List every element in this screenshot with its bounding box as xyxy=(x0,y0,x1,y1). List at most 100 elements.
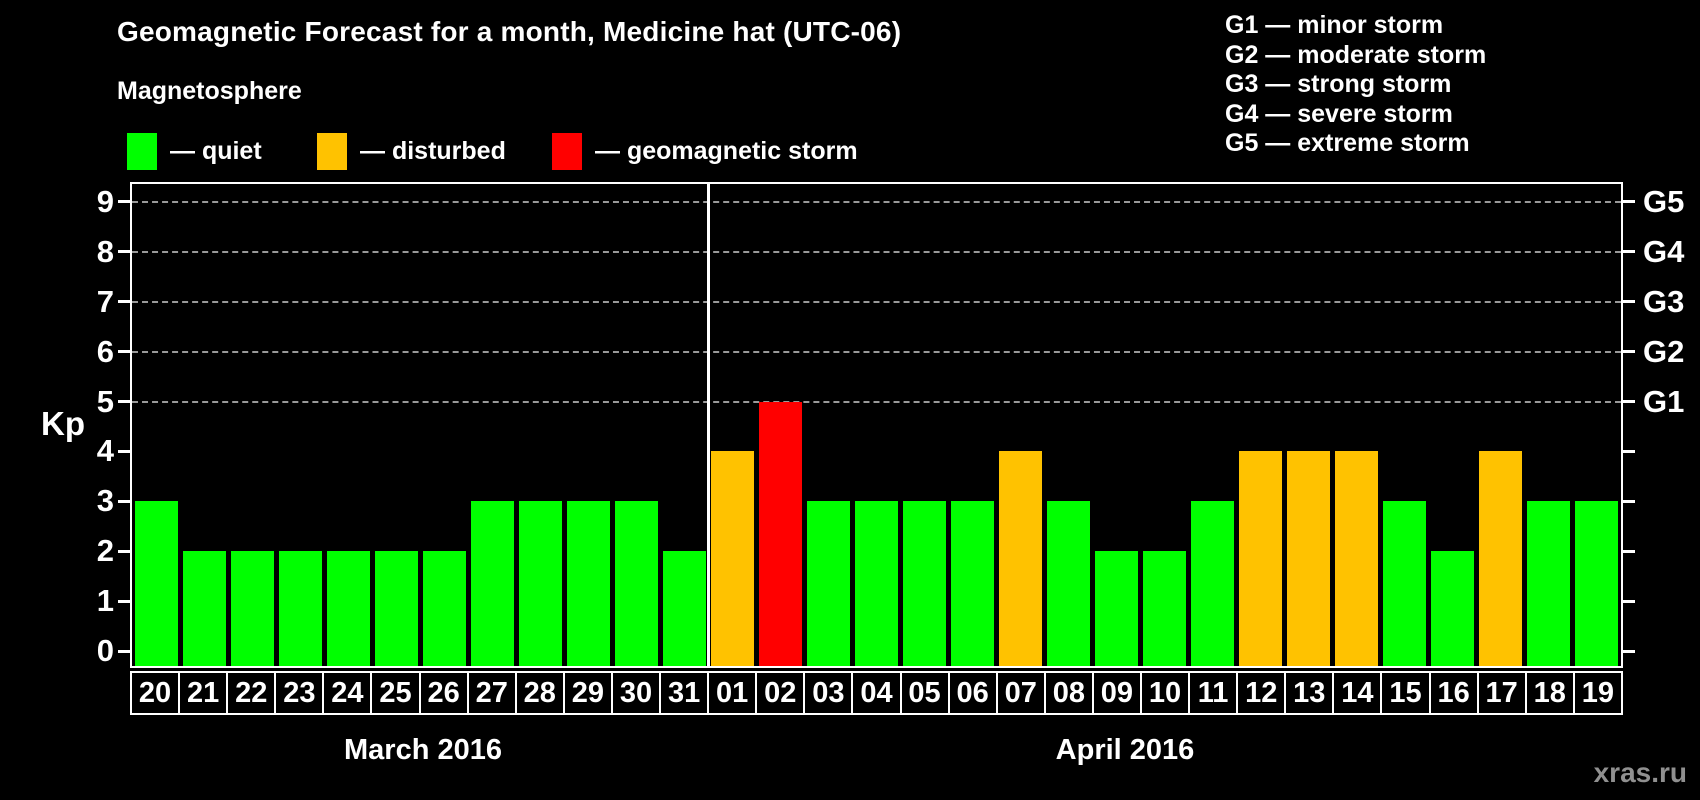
day-label-09-april: 09 xyxy=(1091,673,1140,713)
g5-legend-line: G5 — extreme storm xyxy=(1225,129,1470,158)
month-label-march: March 2016 xyxy=(344,734,502,766)
kp-bar-day-12-april xyxy=(1239,451,1283,666)
storm-color-swatch xyxy=(552,132,582,170)
left-axis-tick-4 xyxy=(118,449,130,453)
legend-item-storm: — geomagnetic storm xyxy=(552,132,858,170)
gridline-kp6 xyxy=(132,350,1621,353)
left-axis-tick-3 xyxy=(118,499,130,503)
kp-bar-day-10-april xyxy=(1143,551,1187,666)
kp-bar-day-24-march xyxy=(326,551,370,666)
day-label-25-march: 25 xyxy=(370,673,418,713)
kp-bar-day-28-march xyxy=(518,501,562,666)
kp-bar-day-19-april xyxy=(1575,501,1619,666)
gridline-kp7 xyxy=(132,300,1621,303)
day-label-02-april: 02 xyxy=(755,673,803,713)
legend-item-disturbed: — disturbed xyxy=(317,132,506,170)
kp-bar-day-14-april xyxy=(1335,451,1379,666)
gridline-kp5 xyxy=(132,400,1621,403)
gridline-kp8 xyxy=(132,250,1621,253)
y-tick-label-8: 8 xyxy=(96,233,114,269)
day-label-16-april: 16 xyxy=(1428,673,1477,713)
y-tick-label-6: 6 xyxy=(96,333,114,369)
kp-bar-day-23-march xyxy=(278,551,322,666)
right-axis-tick-7 xyxy=(1623,300,1635,304)
watermark: xras.ru xyxy=(1593,757,1687,788)
y-tick-label-1: 1 xyxy=(96,583,114,619)
left-axis-tick-8 xyxy=(118,250,130,254)
kp-bar-day-17-april xyxy=(1479,451,1523,666)
day-label-22-march: 22 xyxy=(226,673,274,713)
kp-bar-day-05-april xyxy=(903,501,947,666)
magnetosphere-label: Magnetosphere xyxy=(117,77,302,105)
day-axis: 20 21 22 23 24 25 26 27 28 29 30 31 01 02 03 04 05 06 07 08… xyxy=(130,671,1623,715)
g-axis-label-g2: G2 xyxy=(1643,333,1685,369)
quiet-color-swatch xyxy=(127,132,157,170)
kp-bar-day-01-april xyxy=(710,451,754,666)
day-label-19-april: 19 xyxy=(1572,673,1621,713)
right-axis-tick-0 xyxy=(1623,649,1635,653)
kp-bar-day-15-april xyxy=(1383,501,1427,666)
day-label-31-march: 31 xyxy=(659,673,707,713)
kp-bar-day-07-april xyxy=(999,451,1043,666)
left-axis-tick-9 xyxy=(118,200,130,204)
kp-bar-day-16-april xyxy=(1431,551,1475,666)
plot-area xyxy=(130,182,1623,668)
y-tick-label-4: 4 xyxy=(96,433,114,469)
day-label-29-march: 29 xyxy=(562,673,611,713)
gridline-kp9 xyxy=(132,200,1621,203)
storm-scale-legend: G1 — minor storm G2 — moderate storm G3 … xyxy=(1225,11,1486,159)
kp-bar-day-29-march xyxy=(566,501,610,666)
day-label-13-april: 13 xyxy=(1284,673,1332,713)
y-tick-label-5: 5 xyxy=(96,383,114,419)
disturbed-color-swatch xyxy=(317,132,347,170)
y-tick-label-7: 7 xyxy=(96,283,114,319)
right-axis-tick-3 xyxy=(1623,499,1635,503)
day-label-08-april: 08 xyxy=(1043,673,1092,713)
g2-legend-line: G2 — moderate storm xyxy=(1225,40,1487,69)
left-axis-tick-0 xyxy=(118,649,130,653)
g-axis-label-g4: G4 xyxy=(1643,233,1685,269)
g1-legend-line: G1 — minor storm xyxy=(1225,11,1444,39)
g-axis-label-g3: G3 xyxy=(1643,283,1685,319)
g3-legend-line: G3 — strong storm xyxy=(1225,70,1452,99)
kp-bar-day-22-march xyxy=(230,551,274,666)
day-label-24-march: 24 xyxy=(322,673,370,713)
left-axis-tick-7 xyxy=(118,300,130,304)
kp-bar-day-04-april xyxy=(854,501,898,666)
day-label-04-april: 04 xyxy=(851,673,899,713)
kp-bar-day-27-march xyxy=(470,501,514,666)
right-axis-tick-1 xyxy=(1623,599,1635,603)
day-label-27-march: 27 xyxy=(466,673,515,713)
right-axis-tick-4 xyxy=(1623,449,1635,453)
chart-title: Geomagnetic Forecast for a month, Medici… xyxy=(117,16,902,47)
left-axis-tick-6 xyxy=(118,350,130,354)
kp-bar-day-31-march xyxy=(662,551,706,666)
g-axis-label-g5: G5 xyxy=(1643,183,1685,219)
kp-bar-day-26-march xyxy=(422,551,466,666)
day-label-14-april: 14 xyxy=(1332,673,1380,713)
kp-bar-day-21-march xyxy=(182,551,226,666)
day-label-05-april: 05 xyxy=(899,673,948,713)
left-axis-tick-5 xyxy=(118,400,130,403)
legend-label-storm: — geomagnetic storm xyxy=(595,136,858,165)
kp-bar-day-20-march xyxy=(134,501,178,666)
y-tick-label-9: 9 xyxy=(96,183,114,219)
kp-bar-day-09-april xyxy=(1095,551,1139,666)
right-axis-tick-8 xyxy=(1623,250,1635,254)
day-label-17-april: 17 xyxy=(1476,673,1525,713)
right-axis-tick-9 xyxy=(1623,200,1635,204)
day-label-21-march: 21 xyxy=(178,673,226,713)
g-axis-label-g1: G1 xyxy=(1643,383,1685,419)
kp-bar-day-13-april xyxy=(1287,451,1331,666)
kp-bar-day-18-april xyxy=(1527,501,1571,666)
kp-bar-day-11-april xyxy=(1191,501,1235,666)
day-label-30-march: 30 xyxy=(610,673,659,713)
day-label-01-april: 01 xyxy=(707,673,755,713)
right-axis-tick-2 xyxy=(1623,549,1635,553)
month-separator-line xyxy=(706,184,710,666)
day-label-07-april: 07 xyxy=(995,673,1044,713)
left-axis-tick-2 xyxy=(118,549,130,553)
left-axis-tick-1 xyxy=(118,599,130,603)
kp-bar-day-06-april xyxy=(951,501,995,666)
day-label-06-april: 06 xyxy=(947,673,996,713)
